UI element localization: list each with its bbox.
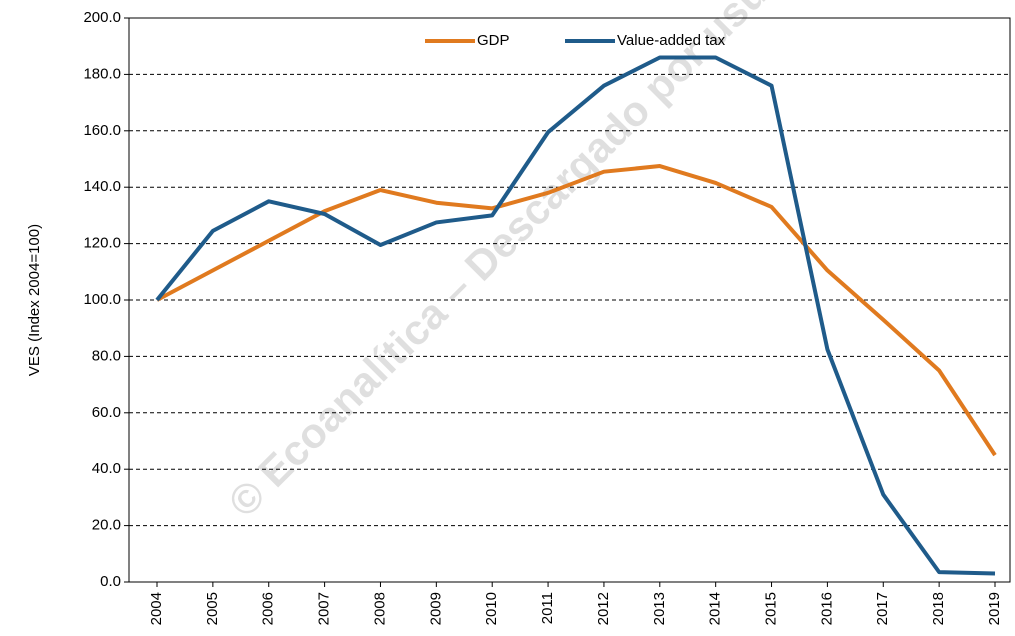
x-tick-label: 2010 bbox=[483, 592, 500, 625]
x-tick-label: 2008 bbox=[371, 592, 388, 625]
y-tick-label: 140.0 bbox=[83, 178, 121, 195]
y-axis-label: VES (Index 2004=100) bbox=[26, 224, 43, 376]
y-tick-label: 60.0 bbox=[92, 404, 121, 421]
series-line bbox=[156, 164, 997, 457]
watermark: © Ecoanalítica – Descargado por usu bbox=[219, 0, 776, 526]
x-tick-label: 2015 bbox=[763, 592, 780, 625]
x-tick-label: 2004 bbox=[148, 592, 165, 625]
series-line bbox=[155, 55, 996, 576]
x-tick-label: 2011 bbox=[539, 592, 556, 624]
x-tick-label: 2012 bbox=[595, 592, 612, 625]
x-tick-label: 2013 bbox=[651, 592, 668, 625]
x-tick-label: 2007 bbox=[316, 592, 333, 625]
legend-label: GDP bbox=[477, 32, 510, 49]
x-tick-label: 2009 bbox=[427, 592, 444, 625]
y-tick-label: 20.0 bbox=[92, 517, 121, 534]
y-tick-label: 160.0 bbox=[83, 122, 121, 139]
x-tick-label: 2017 bbox=[874, 592, 891, 625]
y-tick-label: 180.0 bbox=[83, 65, 121, 82]
x-tick-label: 2019 bbox=[986, 592, 1003, 625]
y-tick-label: 120.0 bbox=[83, 235, 121, 252]
x-tick-label: 2018 bbox=[930, 592, 947, 625]
x-tick-label: 2005 bbox=[204, 592, 221, 625]
x-tick-label: 2006 bbox=[260, 592, 277, 625]
y-tick-label: 80.0 bbox=[92, 347, 121, 364]
legend-label: Value-added tax bbox=[617, 32, 726, 49]
plot-frame bbox=[128, 17, 1011, 583]
y-tick-label: 0.0 bbox=[100, 573, 121, 590]
y-tick-label: 40.0 bbox=[92, 460, 121, 477]
y-tick-label: 100.0 bbox=[83, 291, 121, 308]
x-tick-label: 2016 bbox=[818, 592, 835, 625]
x-tick-label: 2014 bbox=[707, 592, 724, 625]
y-tick-label: 200.0 bbox=[83, 9, 121, 26]
